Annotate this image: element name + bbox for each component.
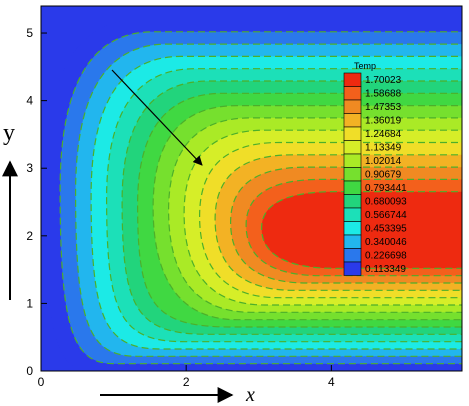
legend-label: 0.566744 <box>365 210 407 221</box>
legend-label: 0.226698 <box>365 251 407 262</box>
contour-line-13 <box>245 178 462 277</box>
x-tick-label: 2 <box>183 375 190 389</box>
legend-label: 1.70023 <box>365 75 402 86</box>
y-tick-label: 5 <box>26 26 33 40</box>
contour-line-2 <box>74 43 462 357</box>
legend-swatch <box>343 234 362 249</box>
legend: Temp 1.70023 1.58688 1.47353 1.36019 1.24684… <box>343 61 407 276</box>
legend-swatch <box>343 261 362 276</box>
legend-swatch <box>343 126 362 141</box>
legend-swatch <box>343 167 362 182</box>
legend-swatch <box>343 248 362 263</box>
legend-label: 0.90679 <box>365 170 402 181</box>
x-tick-label: 4 <box>328 375 335 389</box>
legend-swatch <box>343 99 362 114</box>
legend-label: 0.340046 <box>365 237 407 248</box>
contour-lines <box>59 31 462 365</box>
x-axis: 0 2 4 <box>38 365 335 389</box>
legend-swatch <box>343 194 362 209</box>
contour-line-5 <box>121 80 462 335</box>
y-tick-label: 3 <box>26 161 33 175</box>
contour-plot-area <box>41 6 462 371</box>
legend-items: 1.70023 1.58688 1.47353 1.36019 1.24684 1.133… <box>343 72 407 276</box>
y-axis-label: y <box>3 120 15 146</box>
legend-label: 1.13349 <box>365 143 402 154</box>
legend-swatch <box>343 221 362 236</box>
legend-label: 1.47353 <box>365 102 402 113</box>
contour-line-9 <box>183 129 462 306</box>
contour-line-8 <box>167 117 462 313</box>
y-tick-label: 1 <box>26 296 33 310</box>
legend-label: 1.02014 <box>365 156 402 167</box>
contour-line-10 <box>198 141 462 299</box>
legend-label: 0.793441 <box>365 183 407 194</box>
y-tick-label: 2 <box>26 229 33 243</box>
legend-swatch <box>343 86 362 101</box>
contour-band-15 <box>261 191 462 269</box>
contour-line-12 <box>229 166 462 284</box>
legend-title: Temp <box>354 61 376 71</box>
plot-frame <box>40 5 463 372</box>
contour-bands <box>44 19 462 371</box>
contour-line-14 <box>260 191 462 269</box>
legend-swatch <box>343 72 362 87</box>
legend-swatch <box>343 113 362 128</box>
contour-line-3 <box>90 55 462 350</box>
legend-swatch <box>343 207 362 222</box>
y-tick-label: 0 <box>26 364 33 378</box>
legend-swatch <box>343 153 362 168</box>
legend-swatch <box>343 180 362 195</box>
y-axis: 0 1 2 3 4 5 <box>26 26 47 378</box>
contour-line-11 <box>214 154 462 291</box>
legend-label: 0.453395 <box>365 224 407 235</box>
legend-label: 1.24684 <box>365 129 402 140</box>
y-tick-label: 4 <box>26 94 33 108</box>
legend-label: 0.680093 <box>365 197 407 208</box>
legend-label: 1.58688 <box>365 89 402 100</box>
legend-swatch <box>343 140 362 155</box>
contour-line-6 <box>136 92 462 328</box>
contour-line-1 <box>59 31 462 365</box>
legend-label: 0.113349 <box>365 264 406 275</box>
x-axis-label: x <box>245 384 255 406</box>
x-tick-label: 0 <box>38 375 45 389</box>
contour-line-4 <box>105 68 462 343</box>
annotation-arrow <box>111 69 203 166</box>
legend-label: 1.36019 <box>365 116 402 127</box>
